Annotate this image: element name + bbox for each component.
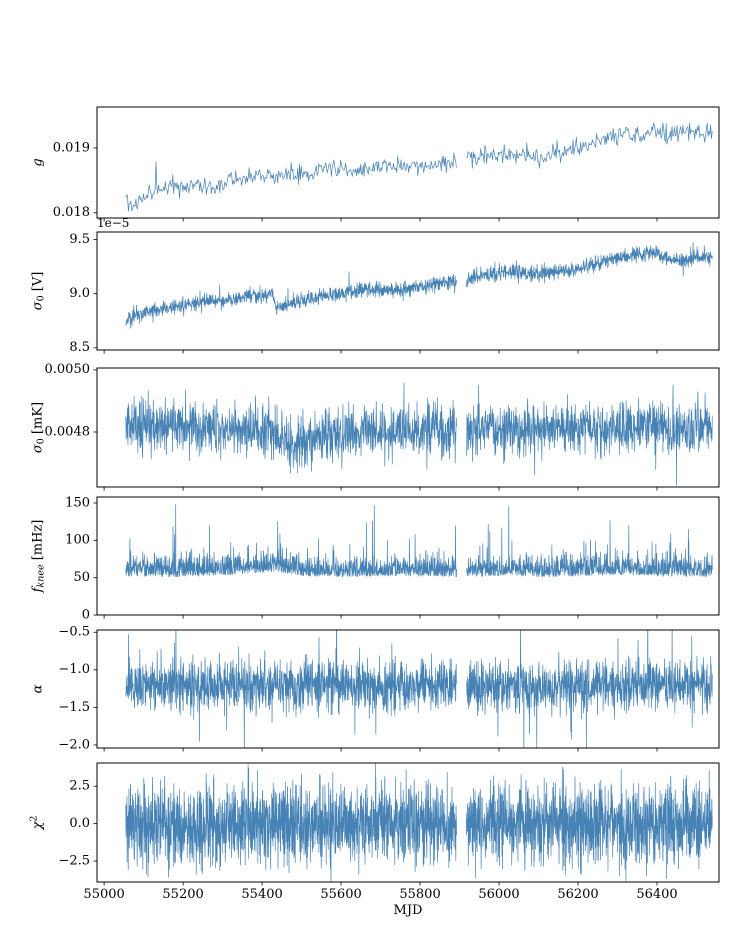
- x-axis-label: MJD: [393, 903, 423, 918]
